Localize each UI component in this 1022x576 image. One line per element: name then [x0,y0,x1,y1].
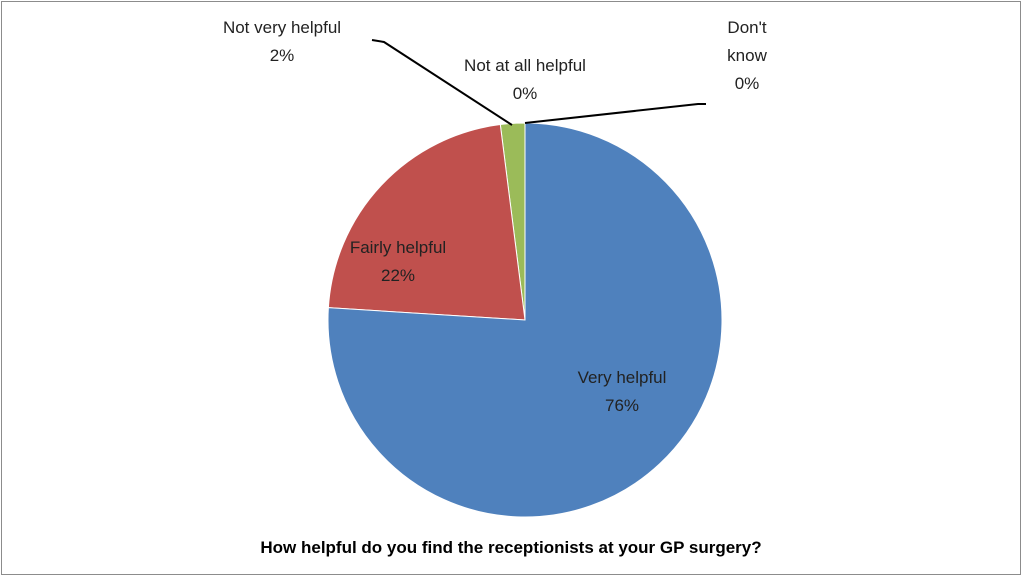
pie-slice [327,123,526,321]
leader-line [371,39,513,126]
pie-slice [327,122,723,518]
leader-line [524,103,706,124]
category-label: Not very helpful [222,18,342,37]
value-label: 0% [734,74,760,94]
data-label: Don't know 0% [717,14,777,98]
data-label: Very helpful 76% [578,364,667,420]
category-label: Very helpful [577,368,667,387]
value-label: 76% [604,396,640,416]
data-label: Not at all helpful 0% [464,52,586,108]
value-label: 2% [269,46,295,66]
category-label: Not at all helpful [464,56,586,75]
data-label: Fairly helpful 22% [350,234,446,290]
value-label: 0% [512,84,538,104]
category-label: Don't know [727,18,767,66]
chart-title: How helpful do you find the receptionist… [260,538,762,557]
data-label: Not very helpful 2% [223,14,341,70]
category-label: Fairly helpful [349,238,447,257]
value-label: 22% [380,266,416,286]
